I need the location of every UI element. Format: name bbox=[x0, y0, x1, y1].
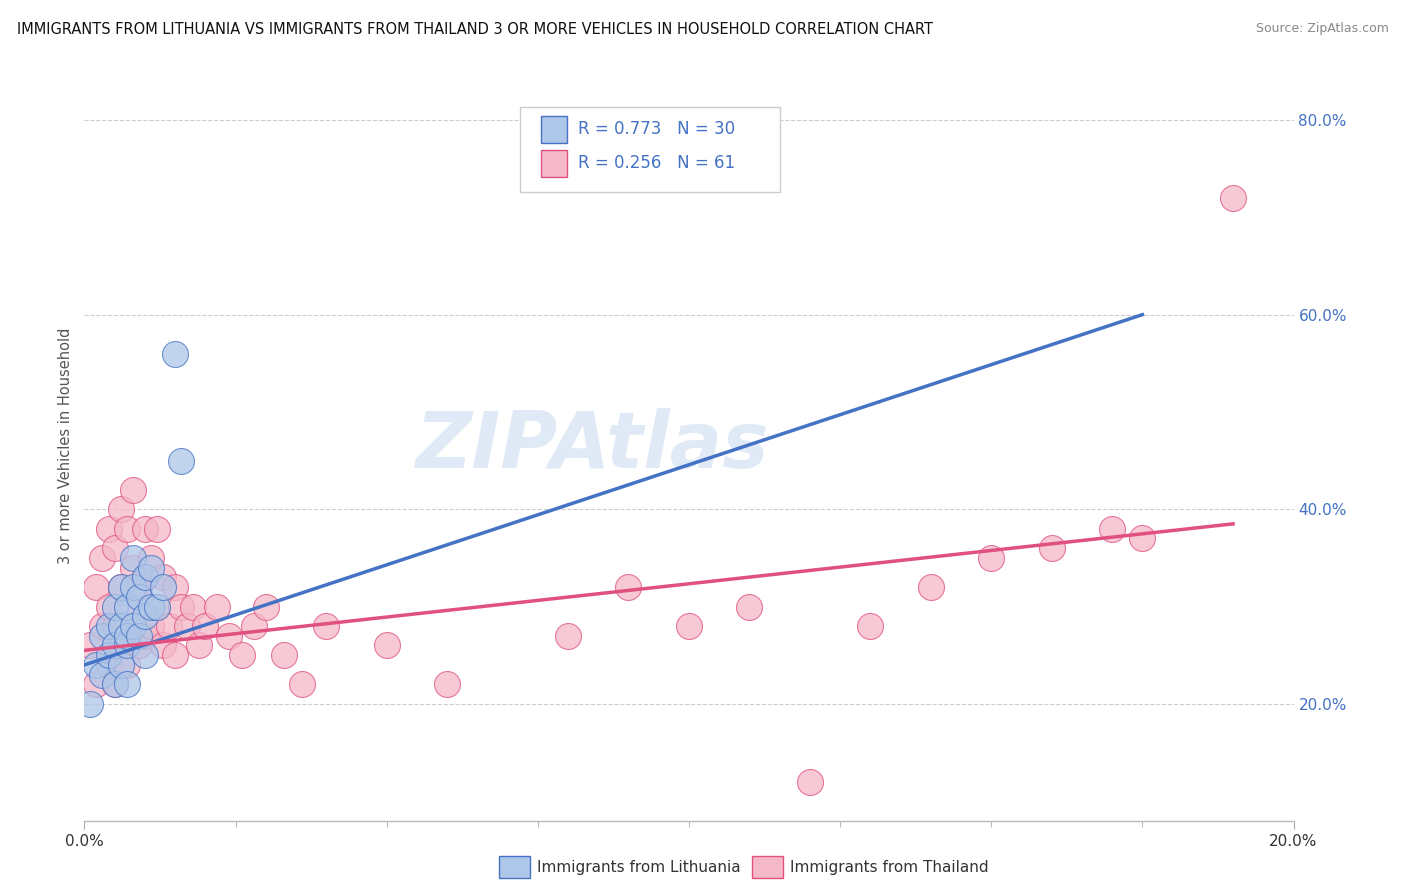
Point bbox=[980, 550, 1002, 565]
Point bbox=[121, 550, 143, 565]
Point bbox=[859, 619, 882, 633]
Point bbox=[181, 599, 204, 614]
Text: Immigrants from Lithuania: Immigrants from Lithuania bbox=[537, 860, 741, 874]
Point bbox=[91, 667, 114, 681]
Point bbox=[557, 629, 579, 643]
Point bbox=[91, 629, 114, 643]
Point bbox=[110, 580, 132, 594]
Point bbox=[139, 550, 162, 565]
Point bbox=[86, 677, 108, 691]
Point bbox=[152, 639, 174, 653]
Point bbox=[134, 648, 156, 663]
Point bbox=[110, 657, 132, 672]
Point bbox=[128, 590, 150, 604]
Point bbox=[738, 599, 761, 614]
Text: IMMIGRANTS FROM LITHUANIA VS IMMIGRANTS FROM THAILAND 3 OR MORE VEHICLES IN HOUS: IMMIGRANTS FROM LITHUANIA VS IMMIGRANTS … bbox=[17, 22, 932, 37]
Point bbox=[115, 677, 138, 691]
Point bbox=[91, 550, 114, 565]
Point bbox=[152, 580, 174, 594]
Point bbox=[115, 629, 138, 643]
Point bbox=[128, 639, 150, 653]
Point bbox=[121, 483, 143, 497]
Point bbox=[104, 639, 127, 653]
Point bbox=[86, 580, 108, 594]
Point bbox=[146, 522, 169, 536]
Point bbox=[104, 541, 127, 556]
Point bbox=[134, 609, 156, 624]
Point bbox=[291, 677, 314, 691]
Point bbox=[115, 599, 138, 614]
Point bbox=[79, 639, 101, 653]
Point bbox=[104, 619, 127, 633]
Point bbox=[165, 346, 187, 360]
Point bbox=[188, 639, 211, 653]
Point bbox=[170, 453, 193, 467]
Point bbox=[146, 599, 169, 614]
Text: Source: ZipAtlas.com: Source: ZipAtlas.com bbox=[1256, 22, 1389, 36]
Point bbox=[115, 657, 138, 672]
Point bbox=[273, 648, 295, 663]
Point bbox=[254, 599, 277, 614]
Text: R = 0.256   N = 61: R = 0.256 N = 61 bbox=[578, 154, 735, 172]
Point bbox=[110, 639, 132, 653]
Point bbox=[1101, 522, 1123, 536]
Point bbox=[121, 619, 143, 633]
Point bbox=[194, 619, 217, 633]
Point bbox=[134, 522, 156, 536]
Point bbox=[617, 580, 640, 594]
Point bbox=[121, 619, 143, 633]
Point bbox=[115, 522, 138, 536]
Point bbox=[134, 570, 156, 584]
Point bbox=[104, 599, 127, 614]
Point bbox=[79, 697, 101, 711]
Point bbox=[139, 560, 162, 574]
Point bbox=[152, 570, 174, 584]
Point bbox=[110, 502, 132, 516]
Point bbox=[97, 599, 120, 614]
Point bbox=[375, 639, 398, 653]
Point bbox=[97, 657, 120, 672]
Point bbox=[134, 629, 156, 643]
Point bbox=[110, 619, 132, 633]
Point bbox=[134, 570, 156, 584]
Point bbox=[231, 648, 253, 663]
Point bbox=[121, 560, 143, 574]
Text: R = 0.773   N = 30: R = 0.773 N = 30 bbox=[578, 120, 735, 138]
Point bbox=[1130, 532, 1153, 546]
Point bbox=[146, 599, 169, 614]
Point bbox=[242, 619, 264, 633]
Point bbox=[920, 580, 942, 594]
Point bbox=[97, 648, 120, 663]
Point bbox=[315, 619, 337, 633]
Y-axis label: 3 or more Vehicles in Household: 3 or more Vehicles in Household bbox=[58, 328, 73, 564]
Point bbox=[1222, 191, 1244, 205]
Point bbox=[110, 580, 132, 594]
Point bbox=[115, 599, 138, 614]
Point bbox=[436, 677, 458, 691]
Point bbox=[97, 522, 120, 536]
Point bbox=[165, 648, 187, 663]
Point bbox=[97, 619, 120, 633]
Point bbox=[104, 677, 127, 691]
Point bbox=[678, 619, 700, 633]
Point bbox=[115, 639, 138, 653]
Point bbox=[799, 774, 821, 789]
Point bbox=[121, 580, 143, 594]
Point bbox=[86, 657, 108, 672]
Point bbox=[139, 599, 162, 614]
Point bbox=[128, 580, 150, 594]
Point bbox=[1040, 541, 1063, 556]
Point bbox=[139, 619, 162, 633]
Text: Immigrants from Thailand: Immigrants from Thailand bbox=[790, 860, 988, 874]
Point bbox=[170, 599, 193, 614]
Point bbox=[165, 580, 187, 594]
Point bbox=[207, 599, 229, 614]
Text: ZIPAtlas: ZIPAtlas bbox=[415, 408, 769, 484]
Point bbox=[176, 619, 198, 633]
Point bbox=[218, 629, 240, 643]
Point bbox=[128, 629, 150, 643]
Point bbox=[157, 619, 180, 633]
Point bbox=[91, 619, 114, 633]
Point bbox=[104, 677, 127, 691]
